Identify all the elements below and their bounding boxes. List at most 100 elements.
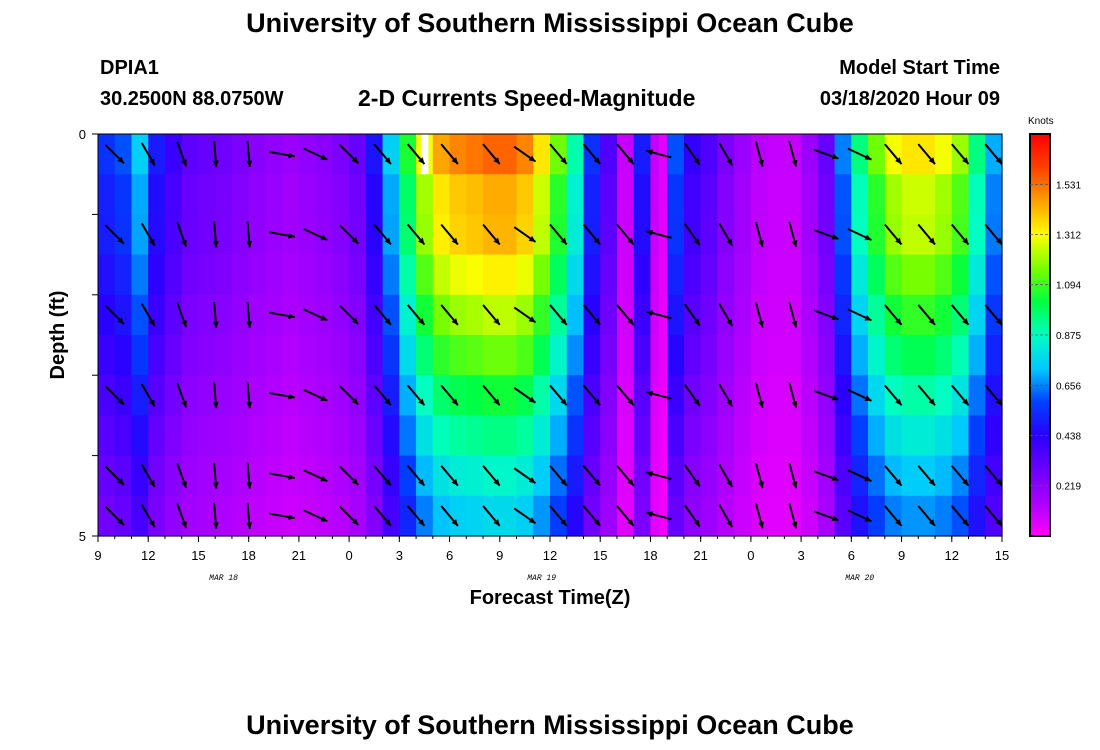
heatmap-cell <box>600 134 618 175</box>
heatmap-cell <box>868 495 886 537</box>
current-arrow-head <box>212 482 219 489</box>
heatmap-cell <box>248 294 267 336</box>
heatmap-cell <box>717 335 735 376</box>
heatmap-cell <box>717 174 735 215</box>
heatmap-cell <box>583 415 601 457</box>
heatmap-cell <box>164 254 183 296</box>
heatmap-cell <box>935 375 953 416</box>
heatmap-cell <box>449 294 467 336</box>
current-arrow <box>406 465 426 487</box>
heatmap-cell <box>633 294 652 336</box>
heatmap-cell <box>750 254 769 296</box>
heatmap-cell <box>683 335 702 376</box>
heatmap-cell <box>616 415 635 457</box>
current-arrow <box>246 382 253 409</box>
heatmap-cell <box>164 294 183 336</box>
current-arrow-head <box>320 154 328 160</box>
current-arrow-head <box>646 471 654 477</box>
y-tick-label: 5 <box>79 529 86 544</box>
heatmap-cell <box>148 134 166 175</box>
heatmap-cell <box>399 455 417 497</box>
heatmap-cell <box>114 294 133 336</box>
heatmap-cell <box>667 134 685 175</box>
heatmap-cell <box>968 254 986 296</box>
heatmap-cell <box>382 294 400 336</box>
current-arrow-head <box>493 398 500 406</box>
heatmap-cell <box>432 254 451 296</box>
colorbar-tick-label: 1.531 <box>1056 180 1081 191</box>
current-arrow-head <box>560 519 567 526</box>
heatmap-cell <box>801 294 819 336</box>
current-arrow <box>339 506 360 526</box>
heatmap-cell <box>767 174 785 215</box>
heatmap-cell <box>131 495 149 537</box>
current-arrow-head <box>418 519 425 526</box>
current-arrow-head <box>117 518 124 526</box>
heatmap-cell <box>265 495 283 537</box>
current-arrow-head <box>418 318 425 325</box>
heatmap-cell <box>248 495 267 537</box>
heatmap-cell <box>834 214 852 256</box>
current-arrow <box>212 221 219 248</box>
heatmap-cell <box>767 294 785 336</box>
heatmap-cell <box>265 415 283 457</box>
x-tick-label: 0 <box>345 548 352 563</box>
current-arrow <box>140 504 156 528</box>
heatmap-cell <box>416 174 434 215</box>
heatmap-cell <box>114 415 133 457</box>
current-arrow <box>718 142 734 166</box>
heatmap-cell <box>315 495 333 537</box>
heatmap-cell <box>248 134 267 175</box>
current-arrow-head <box>693 157 700 165</box>
heatmap-cell <box>767 335 785 376</box>
current-arrow <box>788 141 798 167</box>
heatmap-cell <box>382 455 400 497</box>
heatmap-cell <box>131 415 149 457</box>
current-arrow <box>754 503 764 529</box>
current-arrow <box>246 141 253 168</box>
heatmap-cell <box>658 415 668 457</box>
heatmap-cell <box>298 254 317 296</box>
current-arrow-head <box>962 318 969 325</box>
heatmap-cell <box>801 335 819 376</box>
heatmap-cell <box>164 174 183 215</box>
x-tick-label: 0 <box>747 548 754 563</box>
heatmap-cell <box>349 415 367 457</box>
current-arrow <box>718 383 734 408</box>
heatmap-cell <box>466 174 484 215</box>
heatmap-cell <box>901 375 919 416</box>
heatmap-cell <box>98 335 116 376</box>
heatmap-cell <box>416 335 434 376</box>
heatmap-cell <box>734 375 752 416</box>
current-arrow-head <box>288 473 295 480</box>
current-arrow <box>684 504 701 528</box>
heatmap-cell <box>734 455 752 497</box>
heatmap-cell <box>951 415 970 457</box>
current-arrow-head <box>627 478 634 486</box>
heatmap-cell <box>901 174 919 215</box>
current-arrow <box>951 304 970 326</box>
heatmap-cell <box>801 174 819 215</box>
current-arrow-head <box>593 519 601 526</box>
current-arrow-head <box>560 398 567 406</box>
heatmap-cells <box>98 134 1003 537</box>
heatmap-cell <box>650 254 660 296</box>
heatmap-cell <box>131 254 149 296</box>
heatmap-cell <box>449 495 467 537</box>
heatmap-cell <box>901 214 919 256</box>
current-arrow <box>813 470 839 482</box>
current-arrow-head <box>212 240 219 248</box>
heatmap-cell <box>717 254 735 296</box>
heatmap-cell <box>265 335 283 376</box>
heatmap-cell <box>566 294 585 336</box>
heatmap-cell <box>985 254 1003 296</box>
current-arrow <box>984 223 1003 246</box>
heatmap-cell <box>968 134 986 175</box>
current-arrow-head <box>288 313 295 320</box>
heatmap-cell <box>148 335 166 376</box>
heatmap-cell <box>432 335 451 376</box>
heatmap-cell <box>884 335 903 376</box>
current-arrow-head <box>384 478 391 486</box>
heatmap-cell <box>566 174 585 215</box>
current-arrow <box>339 465 360 486</box>
